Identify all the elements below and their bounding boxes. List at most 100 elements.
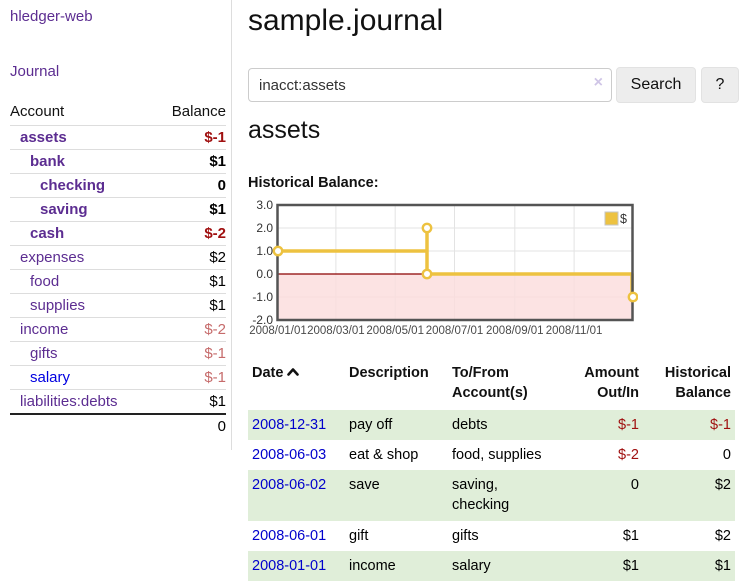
account-balance: $-1 — [153, 341, 226, 366]
transaction-date-link[interactable]: 2008-06-02 — [252, 477, 327, 494]
account-link-checking[interactable]: checking — [40, 177, 106, 194]
transaction-row: 2008-12-31 pay off debts $-1 $-1 — [248, 409, 735, 440]
accounts-header-balance: Balance — [171, 103, 226, 120]
legend-label: $ — [620, 212, 627, 226]
transaction-accounts: salary — [452, 558, 491, 575]
register-header-date-label: Date — [252, 365, 284, 381]
negative-region — [278, 274, 632, 320]
transaction-description: income — [349, 558, 396, 575]
transaction-date-link[interactable]: 2008-12-31 — [252, 416, 327, 433]
account-row-gifts: gifts $-1 — [10, 341, 226, 366]
x-tick-label: 2008/11/01 — [546, 325, 603, 337]
transaction-description: gift — [349, 527, 369, 544]
x-tick-label: 2008/03/01 — [307, 325, 365, 337]
account-row-salary: salary $-1 — [10, 365, 226, 390]
account-row-assets: assets $-1 — [10, 125, 226, 150]
accounts-table-header: Account Balance — [10, 100, 226, 126]
historical-balance-chart: 3.0 2.0 1.0 0.0 -1.0 -2.0 — [249, 198, 638, 337]
account-balance: $1 — [153, 149, 226, 174]
account-link-supplies[interactable]: supplies — [30, 297, 86, 314]
chevron-up-icon — [287, 363, 300, 383]
transaction-amount: $1 — [622, 558, 639, 575]
clear-search-icon[interactable]: × — [593, 74, 603, 91]
transaction-accounts: food, supplies — [452, 446, 542, 463]
account-link-assets[interactable]: assets — [20, 129, 67, 146]
search-bar: × Search ? — [248, 67, 742, 103]
register-header-date[interactable]: Date — [248, 359, 345, 410]
accounts-header-account: Account — [10, 103, 65, 120]
help-button[interactable]: ? — [701, 67, 739, 103]
transaction-accounts: gifts — [452, 527, 479, 544]
y-tick-label: 3.0 — [256, 198, 273, 212]
account-balance: $-2 — [153, 317, 226, 342]
transaction-description: save — [349, 477, 380, 494]
account-row-supplies: supplies $1 — [10, 293, 226, 318]
account-balance: $-1 — [153, 365, 226, 390]
transaction-amount: 0 — [630, 477, 639, 494]
chart-legend: $ — [604, 211, 627, 226]
y-tick-label: -1.0 — [252, 290, 273, 304]
transaction-accounts: debts — [452, 416, 488, 433]
register-header-row: Date Description To/From Account(s) Amou… — [248, 359, 735, 410]
brand-link[interactable]: hledger-web — [10, 8, 93, 25]
account-link-income[interactable]: income — [20, 321, 69, 338]
account-link-saving[interactable]: saving — [40, 201, 88, 218]
transaction-date-link[interactable]: 2008-01-01 — [252, 558, 327, 575]
register-table: Date Description To/From Account(s) Amou… — [248, 359, 735, 582]
sidebar-item-journal[interactable]: Journal — [10, 63, 60, 80]
register-header-amount[interactable]: Amount Out/In — [584, 365, 639, 402]
transaction-description: eat & shop — [349, 446, 419, 463]
transaction-date-link[interactable]: 2008-06-01 — [252, 527, 327, 544]
legend-swatch — [604, 211, 619, 226]
transaction-row: 2008-06-03 eat & shop food, supplies $-2… — [248, 440, 735, 470]
account-balance: $1 — [153, 293, 226, 318]
account-row-liabilities-debts: liabilities:debts $1 — [10, 389, 226, 414]
transaction-amount: $1 — [622, 527, 639, 544]
transaction-accounts: saving, checking — [452, 477, 510, 514]
transaction-row: 2008-06-02 save saving, checking 0 $2 — [248, 470, 735, 521]
account-row-saving: saving $1 — [10, 197, 226, 222]
transaction-row: 2008-06-01 gift gifts $1 $2 — [248, 521, 735, 551]
account-balance: $-1 — [153, 125, 226, 150]
account-link-food[interactable]: food — [30, 273, 60, 290]
account-row-checking: checking 0 — [10, 173, 226, 198]
page-title: sample.journal — [248, 4, 444, 37]
register-header-balance[interactable]: Historical Balance — [664, 365, 731, 402]
account-balance: $2 — [153, 245, 226, 270]
y-tick-label: -2.0 — [252, 313, 273, 327]
account-balance: 0 — [153, 173, 226, 198]
account-link-liabilities-debts[interactable]: liabilities:debts — [20, 392, 118, 410]
x-tick-label: 2008/07/01 — [426, 325, 484, 337]
account-balance: $1 — [153, 197, 226, 222]
register-header-accounts[interactable]: To/From Account(s) — [452, 365, 528, 402]
data-point-markers — [272, 222, 638, 303]
x-axis-labels: 2008/01/01 2008/03/01 2008/05/01 2008/07… — [249, 325, 602, 337]
account-balance: $1 — [153, 269, 226, 294]
account-link-expenses[interactable]: expenses — [20, 249, 85, 266]
account-row-expenses: expenses $2 — [10, 245, 226, 270]
account-balance: $1 — [153, 389, 226, 414]
transaction-row: 2008-01-01 income salary $1 $1 — [248, 551, 735, 582]
transaction-balance: $1 — [714, 558, 731, 575]
y-tick-label: 1.0 — [256, 244, 273, 258]
search-button[interactable]: Search — [616, 67, 696, 103]
account-link-gifts[interactable]: gifts — [30, 345, 58, 362]
account-balance: $-2 — [153, 221, 226, 246]
account-link-salary[interactable]: salary — [30, 369, 71, 386]
account-link-bank[interactable]: bank — [30, 153, 66, 170]
account-heading: assets — [248, 116, 321, 144]
register-header-description[interactable]: Description — [349, 365, 429, 381]
main-content: sample.journal × Search ? assets Histori… — [248, 0, 742, 582]
plot-border — [276, 203, 634, 322]
account-row-bank: bank $1 — [10, 149, 226, 174]
accounts-total-row: 0 — [10, 412, 226, 438]
search-input[interactable] — [248, 68, 612, 102]
transaction-balance: $2 — [714, 477, 731, 494]
account-row-food: food $1 — [10, 269, 226, 294]
accounts-total-value: 0 — [153, 412, 226, 438]
transaction-balance: $-1 — [710, 416, 731, 433]
transaction-date-link[interactable]: 2008-06-03 — [252, 446, 327, 463]
account-row-income: income $-2 — [10, 317, 226, 342]
transaction-balance: $2 — [714, 527, 731, 544]
account-link-cash[interactable]: cash — [30, 225, 65, 242]
